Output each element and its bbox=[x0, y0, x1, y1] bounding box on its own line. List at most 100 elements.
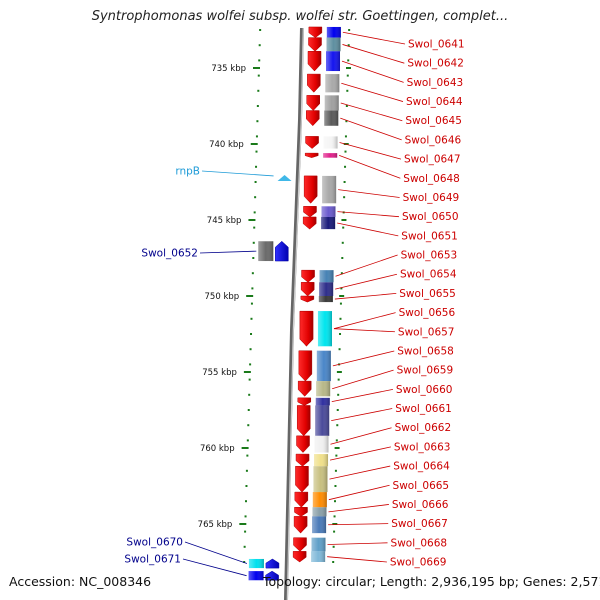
gene-swol-0655[interactable]: Swol_0655 bbox=[300, 288, 456, 303]
gene-arrow[interactable] bbox=[298, 350, 313, 382]
gene-arrow[interactable] bbox=[296, 435, 310, 453]
gene-label[interactable]: rnpB bbox=[175, 166, 200, 178]
gene-label[interactable]: Swol_0664 bbox=[393, 461, 450, 473]
gene-label[interactable]: Swol_0669 bbox=[390, 557, 447, 569]
gene-swol-0667[interactable]: Swol_0667 bbox=[293, 516, 448, 534]
gene-arrow[interactable] bbox=[295, 465, 309, 493]
gene-arrow[interactable] bbox=[300, 295, 315, 303]
gene-arrow[interactable] bbox=[277, 174, 292, 181]
gene-label[interactable]: Swol_0642 bbox=[407, 58, 464, 70]
gene-label[interactable]: Swol_0641 bbox=[408, 39, 465, 51]
gene-swol-0660[interactable]: Swol_0660 bbox=[297, 384, 453, 406]
gene-swol-0668[interactable]: Swol_0668 bbox=[293, 537, 448, 552]
gene-label[interactable]: Swol_0662 bbox=[395, 422, 452, 434]
gene-arrow[interactable] bbox=[293, 537, 307, 552]
gene-swol-0651[interactable]: Swol_0651 bbox=[302, 216, 458, 242]
gene-label[interactable]: Swol_0665 bbox=[393, 480, 450, 492]
gene-swol-0671[interactable]: Swol_0671 bbox=[124, 554, 279, 581]
gene-label[interactable]: Swol_0654 bbox=[400, 269, 457, 281]
gene-swol-0654[interactable]: Swol_0654 bbox=[300, 269, 457, 297]
gene-swol-0648[interactable]: Swol_0648 bbox=[304, 152, 460, 185]
gene-arrow[interactable] bbox=[294, 491, 309, 508]
gene-label[interactable]: Swol_0648 bbox=[403, 173, 460, 185]
gene-label[interactable]: Swol_0645 bbox=[405, 115, 462, 127]
gene-arrow[interactable] bbox=[307, 73, 321, 93]
gene-label[interactable]: Swol_0649 bbox=[403, 192, 460, 204]
gene-label[interactable]: Swol_0667 bbox=[391, 518, 448, 530]
gene-arrow[interactable] bbox=[302, 216, 317, 230]
gene-rnpb[interactable]: rnpB bbox=[175, 166, 292, 181]
gene-swol-0646[interactable]: Swol_0646 bbox=[306, 110, 462, 147]
gene-swol-0663[interactable]: Swol_0663 bbox=[295, 441, 451, 467]
gene-arrow[interactable] bbox=[300, 282, 315, 297]
gene-arrow[interactable] bbox=[293, 516, 308, 534]
gene-swol-0659[interactable]: Swol_0659 bbox=[297, 365, 454, 397]
gene-swol-0643[interactable]: Swol_0643 bbox=[307, 51, 464, 89]
gene-label[interactable]: Swol_0666 bbox=[392, 499, 449, 511]
gene-label[interactable]: Swol_0653 bbox=[401, 250, 458, 262]
gene-arrow[interactable] bbox=[265, 558, 280, 569]
gene-swol-0647[interactable]: Swol_0647 bbox=[305, 136, 461, 166]
gene-arrow[interactable] bbox=[299, 310, 314, 347]
gene-arrow[interactable] bbox=[304, 152, 319, 158]
gene-label[interactable]: Swol_0658 bbox=[397, 345, 454, 357]
gene-swol-0649[interactable]: Swol_0649 bbox=[303, 175, 460, 204]
gene-swol-0653[interactable]: Swol_0653 bbox=[301, 250, 458, 283]
gene-arrow[interactable] bbox=[292, 551, 307, 563]
gene-label[interactable]: Swol_0661 bbox=[395, 403, 452, 415]
gene-swol-0669[interactable]: Swol_0669 bbox=[292, 551, 447, 569]
gene-label[interactable]: Swol_0659 bbox=[397, 365, 454, 377]
gene-label[interactable]: Swol_0644 bbox=[406, 96, 463, 108]
gene-swol-0662[interactable]: Swol_0662 bbox=[296, 422, 452, 453]
gene-label[interactable]: Swol_0650 bbox=[402, 211, 459, 223]
gene-swol-0670[interactable]: Swol_0670 bbox=[126, 537, 280, 569]
gene-arrow[interactable] bbox=[265, 570, 279, 581]
gene-swol-0658[interactable]: Swol_0658 bbox=[298, 345, 454, 382]
gene-arrow[interactable] bbox=[297, 397, 312, 406]
gene-swol-0645[interactable]: Swol_0645 bbox=[306, 95, 462, 127]
gene-swol-0650[interactable]: Swol_0650 bbox=[303, 206, 459, 223]
gene-label[interactable]: Swol_0652 bbox=[141, 248, 198, 260]
gene-arrow[interactable] bbox=[275, 240, 289, 262]
gene-label[interactable]: Swol_0647 bbox=[404, 154, 461, 166]
gene-swol-0657[interactable]: Swol_0657 bbox=[299, 310, 455, 347]
gene-arrow[interactable] bbox=[306, 95, 321, 111]
gene-label[interactable]: Swol_0646 bbox=[405, 134, 462, 146]
gene-block-shade bbox=[322, 175, 337, 204]
gene-arrow[interactable] bbox=[305, 136, 319, 149]
gene-label[interactable]: Swol_0657 bbox=[398, 326, 455, 338]
gene-arrow[interactable] bbox=[303, 175, 318, 204]
gene-swol-0641[interactable]: Swol_0641 bbox=[308, 26, 465, 51]
gene-label[interactable]: Swol_0670 bbox=[126, 537, 183, 549]
gene-swol-0661[interactable]: Swol_0661 bbox=[296, 403, 452, 437]
gene-label[interactable]: Swol_0671 bbox=[124, 554, 181, 566]
gene-arrow[interactable] bbox=[303, 206, 317, 218]
gene-label[interactable]: Swol_0663 bbox=[394, 441, 451, 453]
gene-arrow[interactable] bbox=[301, 269, 315, 283]
gene-swol-0652[interactable]: Swol_0652 bbox=[141, 240, 289, 262]
scale-dot bbox=[344, 135, 347, 138]
gene-arrow[interactable] bbox=[308, 37, 322, 52]
gene-arrow[interactable] bbox=[297, 380, 312, 397]
gene-label[interactable]: Swol_0668 bbox=[391, 537, 448, 549]
gene-swol-0642[interactable]: Swol_0642 bbox=[308, 37, 464, 70]
gene-arrow[interactable] bbox=[307, 51, 322, 72]
gene-arrow[interactable] bbox=[294, 507, 308, 517]
gene-swol-0665[interactable]: Swol_0665 bbox=[294, 480, 450, 508]
gene-label[interactable]: Swol_0651 bbox=[401, 230, 458, 242]
scale-dot bbox=[335, 439, 338, 442]
gene-swol-0664[interactable]: Swol_0664 bbox=[295, 461, 450, 493]
gene-label[interactable]: Swol_0643 bbox=[407, 77, 464, 89]
gene-label[interactable]: Swol_0656 bbox=[399, 307, 456, 319]
gene-swol-0644[interactable]: Swol_0644 bbox=[307, 73, 463, 108]
gene-arrow[interactable] bbox=[295, 453, 310, 467]
gene-swol-0666[interactable]: Swol_0666 bbox=[294, 499, 449, 517]
scale-dot bbox=[243, 545, 246, 548]
gene-label[interactable]: Swol_0655 bbox=[399, 288, 456, 300]
gene-label[interactable]: Swol_0660 bbox=[396, 384, 453, 396]
gene-arrow[interactable] bbox=[308, 26, 323, 38]
scale-dot bbox=[254, 196, 257, 199]
gene-arrow[interactable] bbox=[306, 110, 320, 127]
gene-arrow[interactable] bbox=[296, 405, 311, 437]
